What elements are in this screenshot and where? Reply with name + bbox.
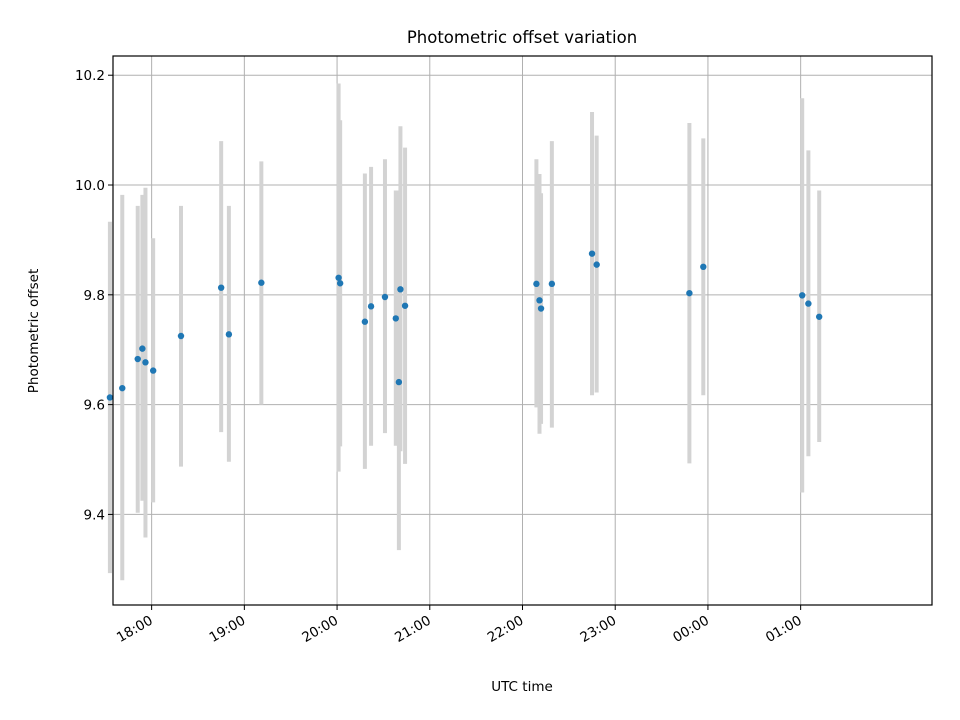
data-point (217, 284, 225, 291)
data-point (536, 297, 543, 304)
data-point (533, 280, 540, 288)
chart-title: Photometric offset variation (407, 28, 637, 47)
data-point (395, 378, 403, 386)
data-point (392, 315, 399, 322)
data-point (815, 313, 823, 320)
y-tick-label: 9.6 (84, 398, 105, 414)
data-point (401, 302, 409, 309)
data-point (805, 300, 812, 307)
data-point (335, 274, 342, 281)
data-point (381, 293, 389, 301)
x-axis-ticks: 18:00 19:00 20:00 21:00 22:00 23:00 00:00 01:00 (114, 605, 805, 646)
y-axis-ticks: 9.4 9.6 9.8 10.0 10.2 (75, 68, 113, 523)
data-points (106, 250, 823, 401)
data-point (119, 384, 126, 392)
x-tick-label: 22:00 (485, 613, 527, 646)
data-point (397, 286, 404, 293)
data-point (367, 303, 375, 310)
data-point (106, 394, 114, 401)
error-bars (107, 83, 822, 581)
data-point (361, 318, 369, 325)
x-tick-label: 20:00 (299, 613, 341, 646)
data-point (134, 355, 141, 363)
data-point (686, 289, 693, 297)
data-point (142, 359, 149, 366)
data-point (149, 367, 157, 374)
data-point (225, 331, 233, 338)
x-tick-label: 21:00 (392, 613, 434, 646)
x-tick-label: 18:00 (114, 613, 156, 646)
data-point (537, 305, 545, 312)
data-point (177, 332, 185, 340)
x-axis-label: UTC time (491, 679, 553, 695)
data-point (336, 280, 344, 287)
x-tick-label: 01:00 (763, 613, 805, 646)
data-point (593, 261, 600, 268)
data-point (258, 279, 265, 286)
data-point (798, 292, 806, 299)
x-tick-label: 19:00 (207, 613, 249, 646)
y-tick-label: 9.4 (84, 507, 105, 523)
x-tick-label: 00:00 (670, 613, 712, 646)
x-tick-label: 23:00 (578, 613, 620, 646)
y-axis-label: Photometric offset (26, 269, 42, 393)
data-point (700, 263, 707, 271)
grid (113, 56, 932, 605)
data-point (588, 250, 596, 257)
y-tick-label: 10.0 (75, 178, 105, 194)
y-tick-label: 9.8 (84, 288, 105, 304)
y-tick-label: 10.2 (75, 68, 105, 84)
data-point (548, 280, 556, 288)
data-point (139, 345, 146, 352)
